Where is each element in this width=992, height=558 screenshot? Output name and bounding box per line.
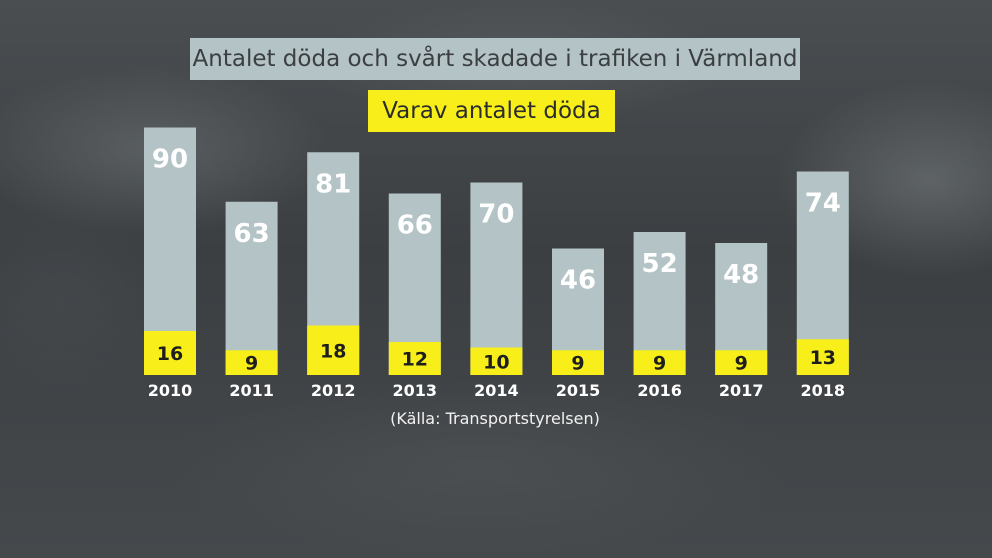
bar-total-2011 — [225, 201, 278, 375]
x-tick-label-2017: 2017 — [719, 381, 764, 400]
value-label-deaths-2012: 18 — [320, 340, 346, 362]
bar-deaths-2018 — [796, 339, 849, 375]
bar-deaths-2015 — [552, 350, 604, 375]
bar-deaths-2012 — [307, 325, 360, 375]
x-tick-label-2013: 2013 — [393, 381, 438, 400]
bar-deaths-2014 — [470, 347, 523, 375]
value-label-deaths-2014: 10 — [483, 351, 509, 373]
value-label-total-2016: 52 — [642, 249, 678, 279]
bar-deaths-2011 — [225, 350, 278, 375]
value-label-deaths-2016: 9 — [653, 353, 666, 375]
value-label-deaths-2018: 13 — [810, 347, 836, 369]
value-label-total-2017: 48 — [723, 260, 759, 290]
x-tick-label-2016: 2016 — [637, 381, 682, 400]
value-label-total-2010: 90 — [152, 145, 188, 175]
bar-deaths-2016 — [633, 350, 686, 375]
value-label-total-2011: 63 — [234, 219, 270, 249]
value-label-total-2012: 81 — [315, 169, 351, 199]
value-label-total-2014: 70 — [478, 200, 514, 230]
bar-deaths-2013 — [388, 342, 441, 375]
source-note: (Källa: Transportstyrelsen) — [390, 409, 600, 428]
x-tick-label-2018: 2018 — [801, 381, 846, 400]
value-label-total-2018: 74 — [805, 189, 841, 219]
value-label-total-2015: 46 — [560, 266, 596, 296]
value-label-deaths-2010: 16 — [157, 343, 183, 365]
x-tick-label-2011: 2011 — [229, 381, 274, 400]
value-label-deaths-2015: 9 — [571, 353, 584, 375]
legend-deaths-label: Varav antalet döda — [368, 90, 615, 132]
chart-title: Antalet döda och svårt skadade i trafike… — [190, 38, 800, 80]
value-label-deaths-2017: 9 — [735, 353, 748, 375]
x-tick-label-2015: 2015 — [556, 381, 601, 400]
x-tick-label-2014: 2014 — [474, 381, 519, 400]
value-label-deaths-2011: 9 — [245, 353, 258, 375]
value-label-total-2013: 66 — [397, 211, 433, 241]
x-tick-label-2012: 2012 — [311, 381, 356, 400]
value-label-deaths-2013: 12 — [402, 349, 428, 371]
bar-total-2014 — [470, 182, 523, 375]
bar-deaths-2010 — [144, 331, 196, 375]
bar-deaths-2017 — [715, 350, 768, 375]
x-tick-label-2010: 2010 — [148, 381, 193, 400]
